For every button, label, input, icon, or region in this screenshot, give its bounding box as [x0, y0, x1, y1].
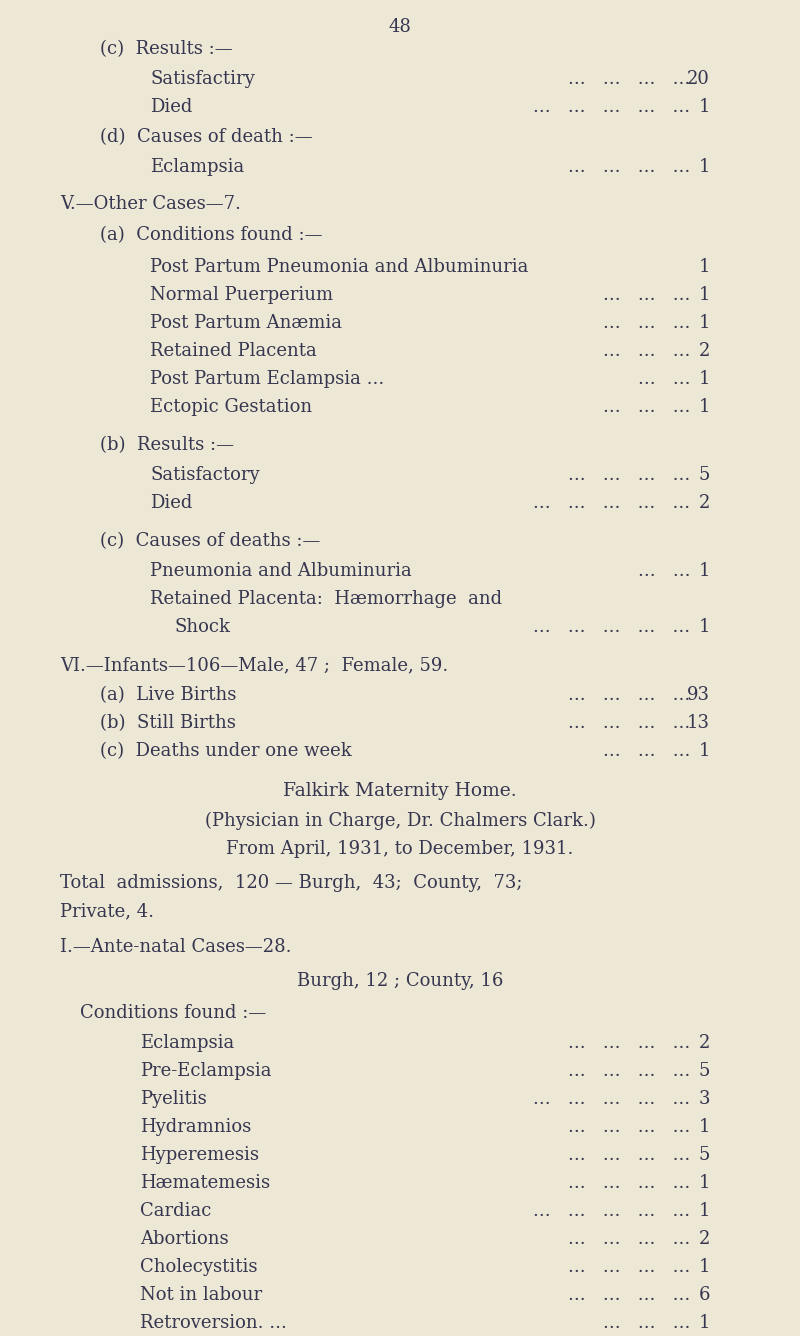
- Text: Pyelitis: Pyelitis: [140, 1090, 206, 1108]
- Text: Retained Placenta:  Hæmorrhage  and: Retained Placenta: Hæmorrhage and: [150, 591, 502, 608]
- Text: ...   ...   ...   ...: ... ... ... ...: [568, 1062, 690, 1079]
- Text: 1: 1: [698, 1202, 710, 1220]
- Text: Retained Placenta: Retained Placenta: [150, 342, 317, 359]
- Text: Burgh, 12 ; County, 16: Burgh, 12 ; County, 16: [297, 973, 503, 990]
- Text: From April, 1931, to December, 1931.: From April, 1931, to December, 1931.: [226, 840, 574, 858]
- Text: ...   ...   ...: ... ... ...: [602, 398, 690, 415]
- Text: (a)  Live Births: (a) Live Births: [100, 685, 236, 704]
- Text: Conditions found :—: Conditions found :—: [80, 1003, 266, 1022]
- Text: 1: 1: [698, 1118, 710, 1136]
- Text: (c)  Results :—: (c) Results :—: [100, 40, 233, 57]
- Text: 2: 2: [698, 342, 710, 359]
- Text: (d)  Causes of death :—: (d) Causes of death :—: [100, 128, 313, 146]
- Text: 2: 2: [698, 1034, 710, 1051]
- Text: Falkirk Maternity Home.: Falkirk Maternity Home.: [283, 782, 517, 800]
- Text: ...   ...   ...   ...   ...: ... ... ... ... ...: [533, 1090, 690, 1108]
- Text: V.—Other Cases—7.: V.—Other Cases—7.: [60, 195, 241, 212]
- Text: ...   ...   ...   ...: ... ... ... ...: [568, 713, 690, 732]
- Text: 2: 2: [698, 494, 710, 512]
- Text: 1: 1: [698, 370, 710, 387]
- Text: 1: 1: [698, 314, 710, 333]
- Text: (Physician in Charge, Dr. Chalmers Clark.): (Physician in Charge, Dr. Chalmers Clark…: [205, 812, 595, 830]
- Text: Hyperemesis: Hyperemesis: [140, 1146, 259, 1164]
- Text: ...   ...   ...   ...: ... ... ... ...: [568, 1118, 690, 1136]
- Text: Normal Puerperium: Normal Puerperium: [150, 286, 333, 305]
- Text: ...   ...: ... ...: [638, 562, 690, 580]
- Text: Abortions: Abortions: [140, 1230, 229, 1248]
- Text: ...   ...   ...   ...: ... ... ... ...: [568, 1174, 690, 1192]
- Text: Eclampsia: Eclampsia: [140, 1034, 234, 1051]
- Text: ...   ...   ...: ... ... ...: [602, 1315, 690, 1332]
- Text: 20: 20: [687, 69, 710, 88]
- Text: Hæmatemesis: Hæmatemesis: [140, 1174, 270, 1192]
- Text: 48: 48: [389, 17, 411, 36]
- Text: 5: 5: [698, 1062, 710, 1079]
- Text: ...   ...   ...   ...   ...: ... ... ... ... ...: [533, 619, 690, 636]
- Text: Post Partum Eclampsia ...: Post Partum Eclampsia ...: [150, 370, 384, 387]
- Text: Post Partum Pneumonia and Albuminuria: Post Partum Pneumonia and Albuminuria: [150, 258, 528, 277]
- Text: Ectopic Gestation: Ectopic Gestation: [150, 398, 312, 415]
- Text: ...   ...   ...   ...: ... ... ... ...: [568, 466, 690, 484]
- Text: 1: 1: [698, 562, 710, 580]
- Text: ...   ...   ...   ...: ... ... ... ...: [568, 1230, 690, 1248]
- Text: 1: 1: [698, 1174, 710, 1192]
- Text: (b)  Still Births: (b) Still Births: [100, 713, 236, 732]
- Text: VI.—Infants—106—Male, 47 ;  Female, 59.: VI.—Infants—106—Male, 47 ; Female, 59.: [60, 656, 448, 673]
- Text: ...   ...   ...   ...: ... ... ... ...: [568, 1146, 690, 1164]
- Text: ...   ...   ...   ...: ... ... ... ...: [568, 1287, 690, 1304]
- Text: (a)  Conditions found :—: (a) Conditions found :—: [100, 226, 322, 244]
- Text: Satisfactiry: Satisfactiry: [150, 69, 254, 88]
- Text: 5: 5: [698, 466, 710, 484]
- Text: Post Partum Anæmia: Post Partum Anæmia: [150, 314, 342, 333]
- Text: ...   ...   ...   ...: ... ... ... ...: [568, 69, 690, 88]
- Text: ...   ...   ...: ... ... ...: [602, 741, 690, 760]
- Text: Pre-Eclampsia: Pre-Eclampsia: [140, 1062, 271, 1079]
- Text: Hydramnios: Hydramnios: [140, 1118, 251, 1136]
- Text: Died: Died: [150, 98, 192, 116]
- Text: 2: 2: [698, 1230, 710, 1248]
- Text: 1: 1: [698, 619, 710, 636]
- Text: ...   ...   ...   ...: ... ... ... ...: [568, 1259, 690, 1276]
- Text: 1: 1: [698, 1259, 710, 1276]
- Text: 1: 1: [698, 741, 710, 760]
- Text: ...   ...   ...   ...: ... ... ... ...: [568, 1034, 690, 1051]
- Text: ...   ...   ...   ...   ...: ... ... ... ... ...: [533, 98, 690, 116]
- Text: Pneumonia and Albuminuria: Pneumonia and Albuminuria: [150, 562, 412, 580]
- Text: ...   ...   ...   ...: ... ... ... ...: [568, 685, 690, 704]
- Text: Satisfactory: Satisfactory: [150, 466, 260, 484]
- Text: 1: 1: [698, 286, 710, 305]
- Text: 13: 13: [687, 713, 710, 732]
- Text: Eclampsia: Eclampsia: [150, 158, 244, 176]
- Text: 1: 1: [698, 158, 710, 176]
- Text: Shock: Shock: [175, 619, 231, 636]
- Text: 3: 3: [698, 1090, 710, 1108]
- Text: Not in labour: Not in labour: [140, 1287, 262, 1304]
- Text: (b)  Results :—: (b) Results :—: [100, 436, 234, 454]
- Text: Died: Died: [150, 494, 192, 512]
- Text: 5: 5: [698, 1146, 710, 1164]
- Text: ...   ...   ...   ...: ... ... ... ...: [568, 158, 690, 176]
- Text: (c)  Deaths under one week: (c) Deaths under one week: [100, 741, 352, 760]
- Text: Cardiac: Cardiac: [140, 1202, 211, 1220]
- Text: Cholecystitis: Cholecystitis: [140, 1259, 258, 1276]
- Text: 1: 1: [698, 258, 710, 277]
- Text: Total  admissions,  120 — Burgh,  43;  County,  73;: Total admissions, 120 — Burgh, 43; Count…: [60, 874, 522, 892]
- Text: 1: 1: [698, 398, 710, 415]
- Text: Private, 4.: Private, 4.: [60, 902, 154, 921]
- Text: Retroversion. ...: Retroversion. ...: [140, 1315, 287, 1332]
- Text: 93: 93: [687, 685, 710, 704]
- Text: 1: 1: [698, 1315, 710, 1332]
- Text: ...   ...   ...: ... ... ...: [602, 314, 690, 333]
- Text: ...   ...   ...: ... ... ...: [602, 342, 690, 359]
- Text: ...   ...: ... ...: [638, 370, 690, 387]
- Text: (c)  Causes of deaths :—: (c) Causes of deaths :—: [100, 532, 320, 550]
- Text: 6: 6: [698, 1287, 710, 1304]
- Text: ...   ...   ...   ...   ...: ... ... ... ... ...: [533, 494, 690, 512]
- Text: I.—Ante-natal Cases—28.: I.—Ante-natal Cases—28.: [60, 938, 291, 957]
- Text: ...   ...   ...: ... ... ...: [602, 286, 690, 305]
- Text: ...   ...   ...   ...   ...: ... ... ... ... ...: [533, 1202, 690, 1220]
- Text: 1: 1: [698, 98, 710, 116]
